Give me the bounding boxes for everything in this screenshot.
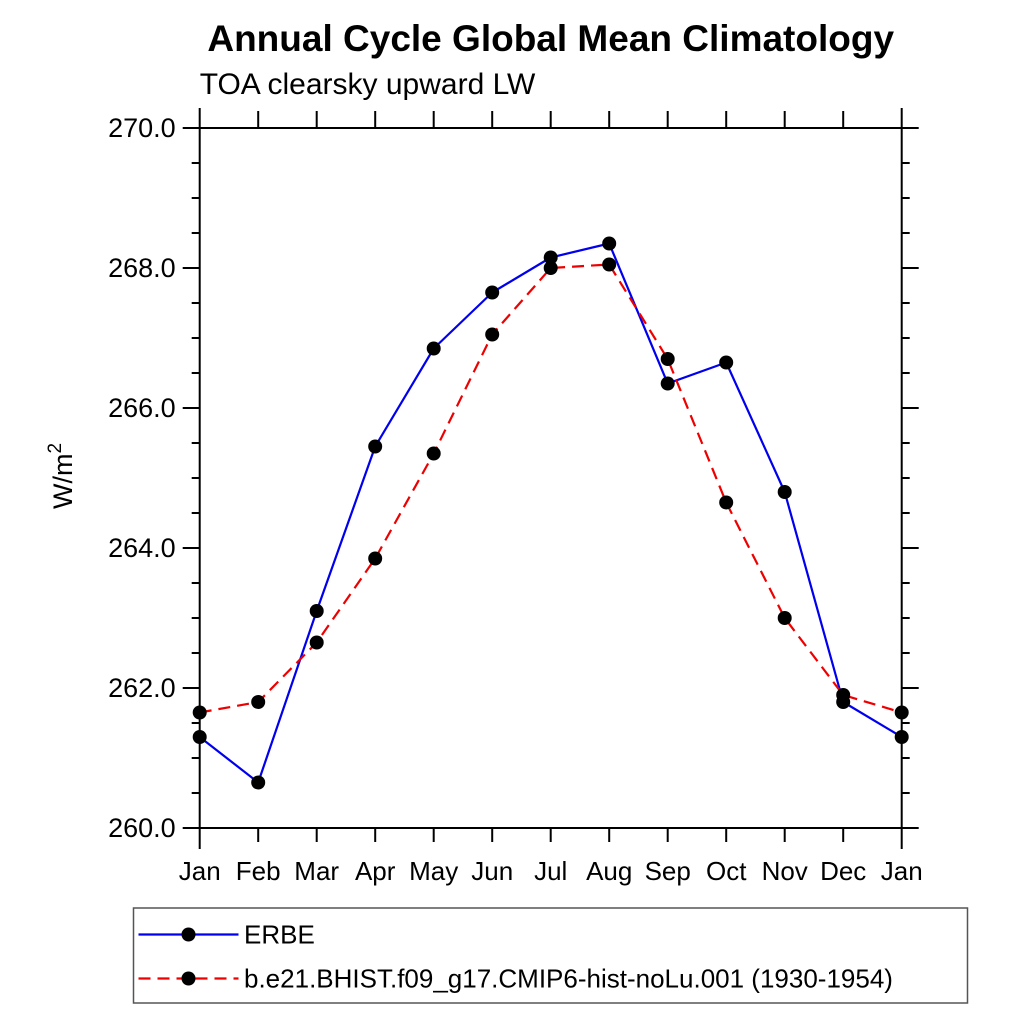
series-line-erbe bbox=[199, 242, 903, 784]
data-point-erbe bbox=[719, 355, 734, 370]
x-tick-label: Oct bbox=[706, 856, 747, 886]
data-point-model bbox=[543, 261, 558, 275]
data-point-erbe bbox=[543, 250, 558, 265]
y-tick-label: 266.0 bbox=[108, 393, 176, 423]
y-tick-label: 268.0 bbox=[108, 253, 176, 283]
data-point-erbe bbox=[192, 730, 207, 744]
data-point-erbe bbox=[368, 439, 383, 454]
data-point-model bbox=[368, 551, 383, 566]
chart-subtitle: TOA clearsky upward LW bbox=[200, 68, 536, 101]
legend-marker bbox=[181, 971, 196, 986]
chart-title: Annual Cycle Global Mean Climatology bbox=[207, 18, 894, 59]
x-tick-label: May bbox=[409, 856, 458, 886]
data-point-model bbox=[309, 635, 324, 650]
x-tick-label: Jul bbox=[534, 856, 567, 886]
y-tick-label: 270.0 bbox=[108, 113, 176, 143]
legend-box bbox=[132, 907, 969, 1004]
data-point-model bbox=[894, 705, 909, 720]
data-point-model bbox=[777, 611, 792, 625]
x-tick-label: Nov bbox=[762, 856, 808, 886]
data-point-model bbox=[836, 688, 851, 702]
x-tick-label: Dec bbox=[820, 856, 866, 886]
x-tick-label: Apr bbox=[355, 856, 396, 886]
data-point-model bbox=[192, 705, 207, 720]
x-tick-label: Aug bbox=[586, 856, 632, 886]
data-point-erbe bbox=[485, 285, 500, 300]
data-point-model bbox=[660, 352, 675, 366]
data-point-model bbox=[251, 695, 266, 709]
data-point-erbe bbox=[602, 236, 617, 251]
x-tick-label: Feb bbox=[236, 856, 281, 886]
x-tick-label: Jun bbox=[471, 856, 513, 886]
legend-marker bbox=[181, 927, 196, 942]
data-point-erbe bbox=[426, 341, 441, 356]
y-tick-label: 262.0 bbox=[108, 673, 176, 703]
x-tick-label: Jan bbox=[179, 856, 221, 886]
data-point-erbe bbox=[660, 376, 675, 391]
data-point-model bbox=[426, 446, 441, 461]
legend-label: b.e21.BHIST.f09_g17.CMIP6-hist-noLu.001 … bbox=[244, 964, 893, 994]
data-point-model bbox=[485, 327, 500, 342]
data-point-model bbox=[719, 495, 734, 510]
x-tick-label: Jan bbox=[881, 856, 923, 886]
data-point-model bbox=[602, 257, 617, 272]
data-point-erbe bbox=[251, 775, 266, 790]
data-point-erbe bbox=[894, 730, 909, 744]
data-point-erbe bbox=[777, 485, 792, 499]
y-axis-label: W/m2 bbox=[45, 443, 78, 509]
y-tick-label: 264.0 bbox=[108, 533, 176, 563]
x-tick-label: Mar bbox=[294, 856, 339, 886]
data-point-erbe bbox=[309, 604, 324, 618]
plot-frame bbox=[198, 127, 903, 829]
x-tick-label: Sep bbox=[645, 856, 691, 886]
legend-label: ERBE bbox=[244, 920, 315, 950]
y-tick-label: 260.0 bbox=[108, 813, 176, 843]
